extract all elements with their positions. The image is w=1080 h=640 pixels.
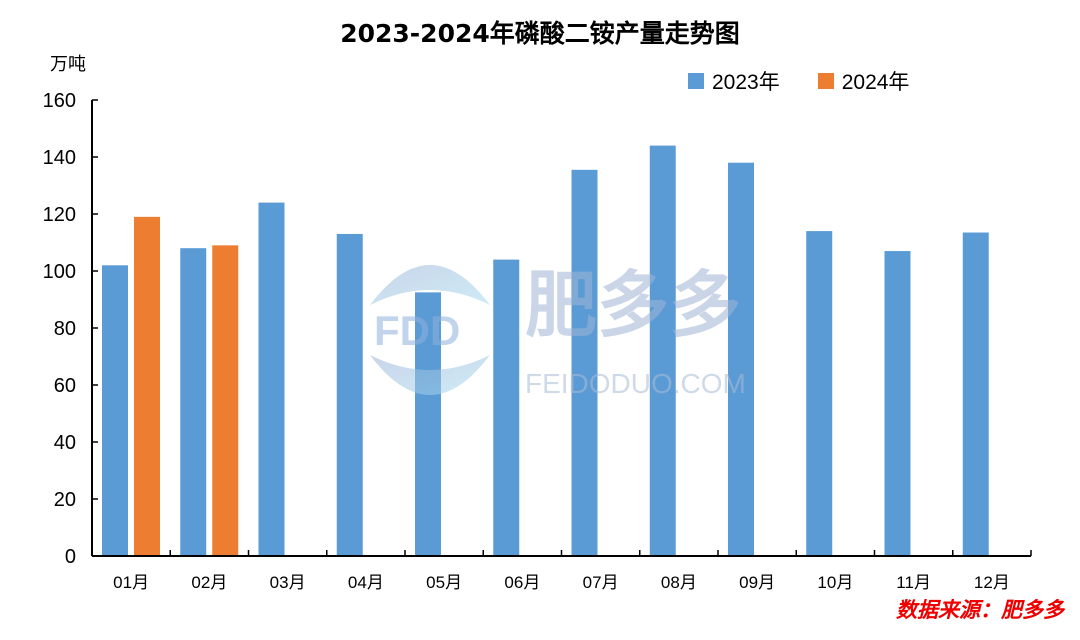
watermark-logo: FDD 肥多多 FEIDODUO.COM — [360, 245, 780, 415]
bar-2023年-03月 — [258, 202, 285, 556]
bar-2023年-07月 — [571, 169, 598, 556]
x-tick-label: 01月 — [113, 573, 149, 592]
y-tick-label: 120 — [43, 204, 76, 226]
y-tick-label: 60 — [54, 375, 76, 397]
bar-2023年-06月 — [493, 259, 520, 556]
bar-2023年-08月 — [649, 145, 676, 556]
legend-item-2024: 2024年 — [817, 66, 910, 96]
legend-swatch-2024 — [817, 73, 834, 89]
y-tick-label: 40 — [54, 432, 76, 454]
y-tick-label: 20 — [54, 489, 76, 511]
y-tick-label: 140 — [43, 147, 76, 169]
bar-2023年-04月 — [336, 233, 363, 556]
watermark-logo-text: FDD — [374, 307, 460, 354]
data-source-note: 数据来源：肥多多 — [896, 597, 1064, 622]
watermark-brand: 肥多多 — [525, 263, 741, 347]
y-tick-label: 80 — [54, 318, 76, 340]
x-tick-label: 07月 — [583, 573, 619, 592]
bar-2023年-09月 — [728, 162, 754, 556]
x-tick-label: 10月 — [817, 573, 853, 592]
x-tick-label: 12月 — [974, 573, 1010, 592]
bar-2023年-11月 — [884, 251, 911, 557]
y-tick-label: 0 — [65, 546, 76, 568]
y-tick-label: 100 — [43, 261, 76, 283]
x-tick-label: 08月 — [661, 573, 697, 592]
x-tick-label: 04月 — [348, 573, 384, 592]
bar-2023年-10月 — [806, 231, 833, 556]
x-tick-label: 05月 — [426, 573, 462, 592]
axes-group: 01月 02月 03月 04月 05月 06月 07月 08月 09月 10月 11月 12月 0 20 4… — [43, 90, 1032, 592]
legend-swatch-2023 — [688, 73, 704, 89]
bars-group — [102, 145, 989, 557]
bar-2023年-01月 — [102, 265, 128, 556]
bar-2024年-01月 — [134, 216, 160, 556]
bar-2023年-12月 — [962, 232, 989, 556]
y-tick-label: 160 — [43, 90, 76, 112]
chart-title: 2023-2024年磷酸二铵产量走势图 — [340, 19, 740, 48]
legend-item-2023: 2023年 — [688, 66, 780, 96]
x-tick-label: 06月 — [504, 573, 540, 592]
x-tick-label: 09月 — [739, 573, 775, 592]
y-axis-unit-label: 万吨 — [50, 54, 86, 75]
legend-label-2024: 2024年 — [841, 71, 910, 94]
x-tick-label: 03月 — [270, 573, 306, 592]
watermark-url: FEIDODUO.COM — [525, 368, 746, 399]
legend: 2023年 2024年 — [688, 66, 909, 96]
legend-label-2023: 2023年 — [712, 71, 780, 94]
x-tick-label: 11月 — [896, 573, 931, 592]
bar-2024年-02月 — [212, 245, 239, 556]
x-tick-label: 02月 — [191, 573, 227, 592]
bar-2023年-05月 — [415, 292, 441, 556]
bar-2023年-02月 — [180, 248, 207, 556]
